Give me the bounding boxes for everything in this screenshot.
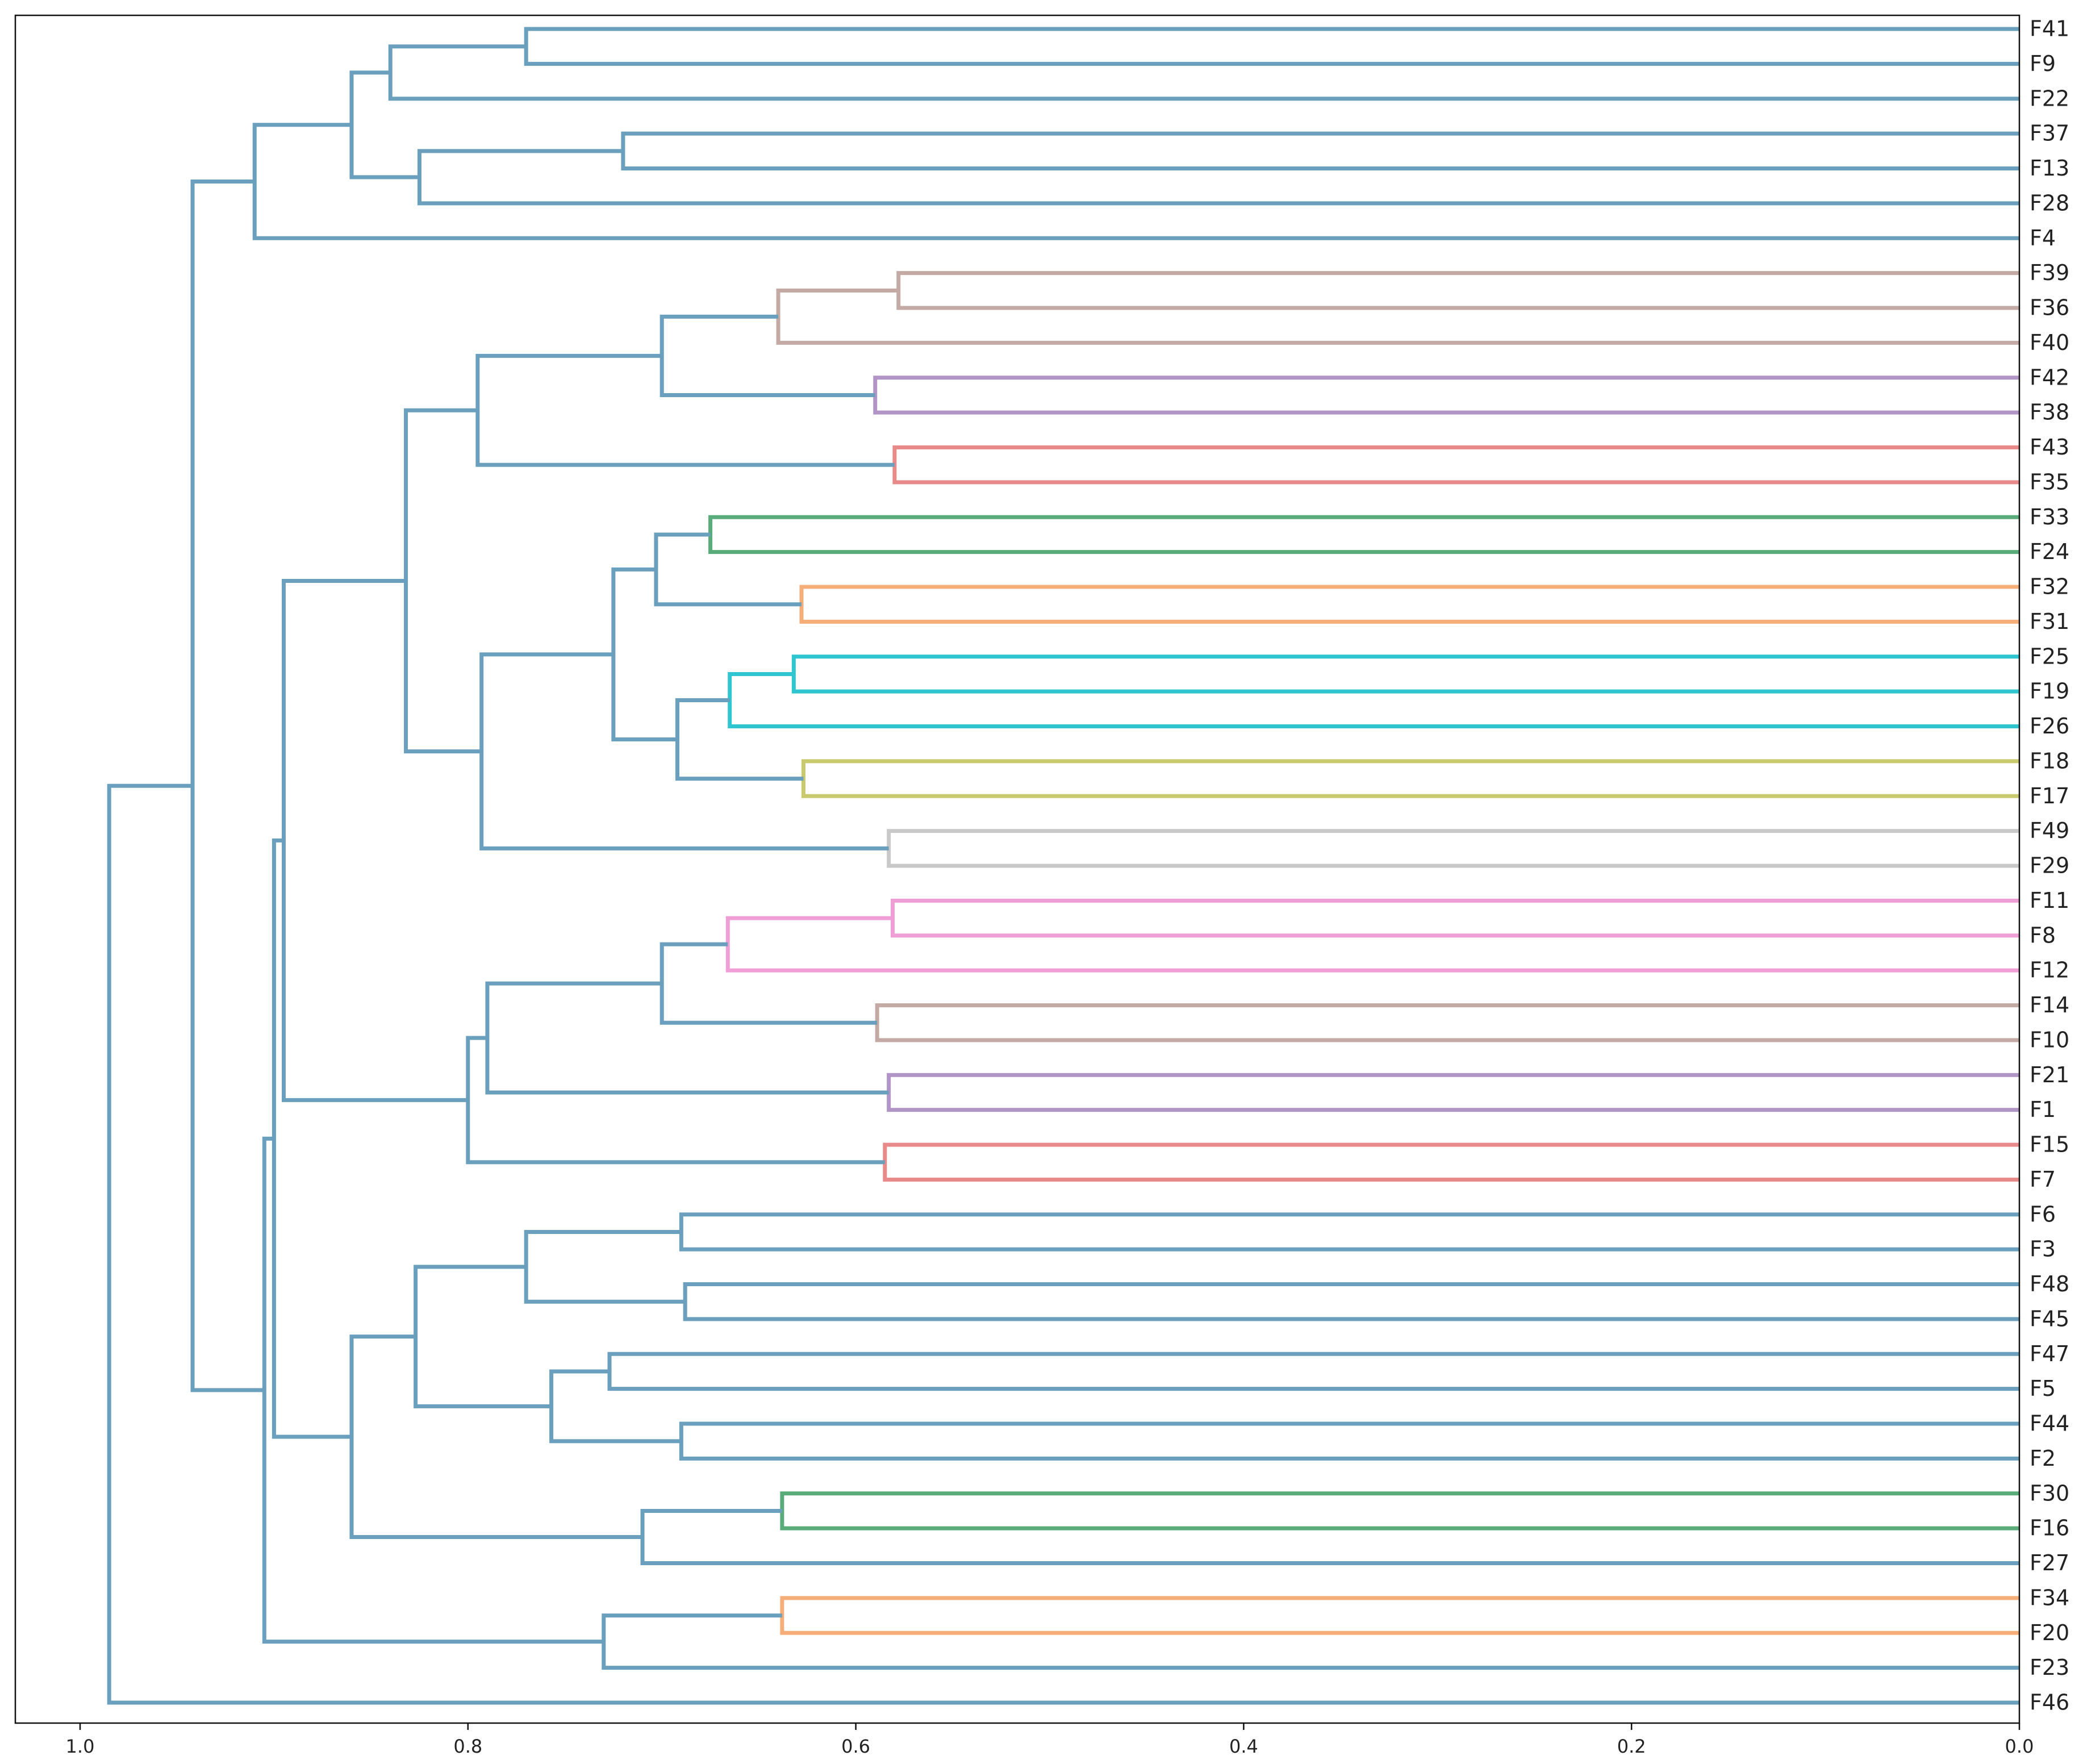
leaf-label: F41	[2030, 16, 2069, 41]
leaf-label: F23	[2030, 1655, 2069, 1680]
leaf-label: F32	[2030, 574, 2069, 599]
leaf-label: F31	[2030, 609, 2069, 634]
x-tick-label: 0.0	[2005, 1736, 2034, 1757]
leaf-label: F22	[2030, 86, 2069, 111]
x-tick-label: 0.8	[453, 1736, 482, 1757]
leaf-label: F36	[2030, 295, 2069, 320]
leaf-label: F49	[2030, 818, 2069, 843]
leaf-label: F37	[2030, 121, 2069, 146]
leaf-label: F1	[2030, 1097, 2056, 1122]
leaf-label: F16	[2030, 1516, 2069, 1541]
link-X-F12	[725, 916, 2019, 973]
link-F48-F45	[683, 1282, 2019, 1321]
link-F30-F16	[780, 1491, 2019, 1531]
leaf-label: F28	[2030, 190, 2069, 215]
leaf-label: F39	[2030, 260, 2069, 285]
leaf-label: F35	[2030, 469, 2069, 494]
leaf-label: F3	[2030, 1237, 2056, 1262]
plot-frame	[14, 14, 2021, 1724]
leaf-label: F4	[2030, 226, 2056, 251]
x-tick-label: 0.4	[1229, 1736, 1258, 1757]
leaf-label: F46	[2030, 1690, 2069, 1715]
leaf-label: F17	[2030, 783, 2069, 808]
link-F32-F31	[799, 585, 2019, 624]
leaf-label: F26	[2030, 714, 2069, 739]
leaf-label: F10	[2030, 1027, 2069, 1052]
leaf-label: F44	[2030, 1411, 2069, 1436]
x-axis: 1.0 0.8 0.6 0.4 0.2 0.0	[66, 1723, 2034, 1757]
leaf-label: F14	[2030, 992, 2069, 1017]
leaf-label: F13	[2030, 156, 2069, 181]
leaf-label: F11	[2030, 888, 2069, 913]
leaf-label: F18	[2030, 748, 2069, 773]
leaf-label: F30	[2030, 1481, 2069, 1506]
leaf-label: F42	[2030, 365, 2069, 390]
leaf-label: F12	[2030, 958, 2069, 983]
x-tick-label: 0.6	[841, 1736, 870, 1757]
leaf-label: F9	[2030, 51, 2056, 76]
dendrogram-links	[107, 27, 2019, 1705]
leaf-label: F5	[2030, 1376, 2056, 1401]
link-F39-F36	[896, 271, 2019, 310]
link-F11-F8	[890, 898, 2019, 938]
leaf-label: F24	[2030, 539, 2069, 564]
leaf-label: F48	[2030, 1271, 2069, 1296]
leaf-label: F19	[2030, 679, 2069, 704]
leaf-label: F25	[2030, 644, 2069, 669]
leaf-label: F45	[2030, 1306, 2069, 1331]
leaf-label: F34	[2030, 1585, 2069, 1610]
leaf-labels: F41 F9 F22 F37 F13 F28 F4 F39 F36 F40 F42 F38 F43 F35…	[2030, 16, 2069, 1715]
leaf-label: F38	[2030, 400, 2069, 425]
link-AU-F46	[107, 783, 2019, 1705]
leaf-label: F7	[2030, 1167, 2056, 1192]
leaf-label: F15	[2030, 1132, 2069, 1157]
x-tick-label: 1.0	[66, 1736, 95, 1757]
leaf-label: F29	[2030, 853, 2069, 878]
leaf-label: F33	[2030, 504, 2069, 529]
link-F34-F20	[780, 1596, 2019, 1635]
leaf-label: F47	[2030, 1341, 2069, 1366]
link-F21-F1	[887, 1073, 2019, 1112]
leaf-label: F40	[2030, 330, 2069, 355]
leaf-label: F27	[2030, 1550, 2069, 1575]
x-tick-label: 0.2	[1617, 1736, 1646, 1757]
leaf-label: F21	[2030, 1062, 2069, 1087]
link-F49-F29	[887, 829, 2019, 868]
leaf-label: F43	[2030, 435, 2069, 460]
leaf-label: F6	[2030, 1202, 2056, 1227]
link-M-N	[654, 532, 802, 607]
leaf-label: F8	[2030, 923, 2056, 948]
leaf-label: F20	[2030, 1620, 2069, 1645]
leaf-label: F2	[2030, 1446, 2056, 1471]
